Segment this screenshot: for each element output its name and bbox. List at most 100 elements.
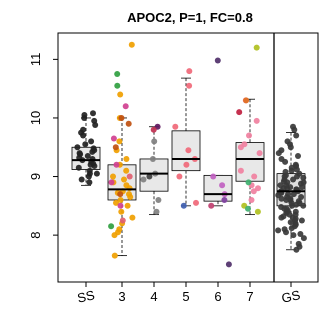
point-3-17 bbox=[121, 176, 127, 183]
point-6-0 bbox=[208, 202, 215, 209]
point-3-1 bbox=[126, 173, 133, 180]
point-3-23 bbox=[116, 138, 123, 145]
x-tick-label-7: 7 bbox=[246, 289, 253, 304]
point-3-0 bbox=[117, 191, 124, 198]
y-tick-label-11: 11 bbox=[28, 53, 43, 66]
point-SS-1 bbox=[78, 176, 85, 183]
point-7-0 bbox=[245, 205, 251, 212]
point-3-15 bbox=[123, 182, 130, 189]
point-GS-81 bbox=[284, 138, 291, 145]
point-6-0 bbox=[221, 197, 228, 203]
point-5-5 bbox=[172, 123, 179, 130]
point-SS-20 bbox=[74, 144, 81, 151]
point-GS-15 bbox=[298, 217, 305, 224]
point-7-0 bbox=[254, 208, 261, 215]
point-3-2 bbox=[114, 71, 121, 77]
point-3-0 bbox=[119, 217, 126, 224]
point-5-1 bbox=[176, 173, 183, 180]
point-SS-21 bbox=[82, 141, 89, 148]
point-3-1 bbox=[114, 82, 121, 89]
point-3-5 bbox=[129, 214, 136, 221]
x-tick-label-4: 4 bbox=[150, 289, 157, 304]
point-GS-8 bbox=[281, 226, 288, 233]
y-tick-label-10: 10 bbox=[28, 111, 43, 125]
point-GS-23 bbox=[292, 208, 299, 215]
point-SS-30 bbox=[90, 110, 96, 117]
point-SS-6 bbox=[75, 164, 82, 171]
point-7-2 bbox=[255, 185, 261, 192]
point-GS-76 bbox=[295, 153, 301, 159]
point-GS-43 bbox=[285, 191, 292, 198]
point-3-8 bbox=[113, 199, 119, 206]
point-7-0 bbox=[248, 197, 255, 203]
point-5-4 bbox=[185, 147, 192, 154]
point-SS-29 bbox=[81, 112, 88, 118]
point-3-6 bbox=[118, 208, 125, 215]
point-5-2 bbox=[183, 161, 190, 168]
x-tick-label-5: 5 bbox=[182, 289, 189, 304]
point-7-6 bbox=[256, 150, 263, 157]
point-4-4 bbox=[149, 156, 156, 162]
point-4-0 bbox=[146, 173, 153, 180]
point-4-2 bbox=[140, 176, 147, 183]
point-GS-75 bbox=[278, 156, 285, 162]
point-3-1 bbox=[112, 144, 119, 151]
point-SS-19 bbox=[90, 145, 97, 152]
point-3-1 bbox=[108, 179, 115, 186]
point-3-21 bbox=[123, 156, 130, 162]
point-SS-25 bbox=[80, 126, 87, 133]
point-3-25 bbox=[117, 91, 124, 98]
point-3-3 bbox=[116, 226, 123, 233]
point-4-5 bbox=[151, 138, 158, 145]
point-7-1 bbox=[245, 179, 252, 186]
plot-frame bbox=[57, 32, 319, 283]
point-7-8 bbox=[241, 141, 248, 148]
point-3-2 bbox=[113, 161, 120, 168]
point-3-18 bbox=[110, 173, 116, 180]
point-7-9 bbox=[246, 132, 252, 139]
point-5-7 bbox=[186, 68, 193, 75]
point-7-2 bbox=[253, 44, 260, 51]
point-7-5 bbox=[237, 167, 244, 174]
point-GS-5 bbox=[297, 231, 304, 237]
point-3-3 bbox=[118, 115, 125, 121]
point-SS-27 bbox=[91, 117, 98, 124]
point-GS-2 bbox=[295, 240, 302, 247]
point-SS-5 bbox=[86, 167, 93, 174]
point-GS-78 bbox=[278, 147, 285, 154]
y-tick-label-9: 9 bbox=[28, 173, 43, 180]
point-GS-28 bbox=[278, 204, 285, 210]
point-GS-27 bbox=[283, 205, 290, 212]
point-GS-84 bbox=[290, 123, 296, 130]
y-tick-label-8: 8 bbox=[28, 232, 43, 239]
point-3-3 bbox=[110, 135, 117, 142]
point-5-0 bbox=[193, 199, 199, 206]
point-3-2 bbox=[125, 120, 132, 127]
point-GS-3 bbox=[300, 235, 307, 242]
x-tick-label-GS: GS bbox=[280, 287, 302, 306]
point-SS-22 bbox=[88, 138, 95, 145]
point-7-0 bbox=[243, 97, 250, 104]
plot-area: 8 9 10 11 SS 3 4 5 6 7 GS bbox=[28, 32, 319, 306]
point-3-0 bbox=[117, 202, 124, 209]
point-GS-7 bbox=[275, 227, 282, 234]
point-7-0 bbox=[236, 109, 243, 116]
point-7-4 bbox=[251, 173, 258, 180]
point-3-7 bbox=[124, 202, 131, 209]
point-GS-82 bbox=[293, 132, 300, 139]
point-SS-14 bbox=[84, 153, 91, 159]
point-GS-63 bbox=[300, 174, 307, 181]
point-7-1 bbox=[250, 188, 257, 195]
point-GS-56 bbox=[277, 182, 284, 189]
point-6-1 bbox=[219, 182, 226, 189]
point-SS-3 bbox=[93, 170, 100, 177]
point-GS-59 bbox=[300, 179, 307, 186]
point-5-0 bbox=[180, 202, 187, 209]
point-6-0 bbox=[225, 261, 232, 268]
point-3-11 bbox=[126, 191, 132, 198]
point-3-26 bbox=[128, 41, 135, 48]
point-6-2 bbox=[210, 173, 217, 180]
point-GS-42 bbox=[290, 191, 297, 198]
chart-title: APOC2, P=1, FC=0.8 bbox=[127, 10, 253, 25]
